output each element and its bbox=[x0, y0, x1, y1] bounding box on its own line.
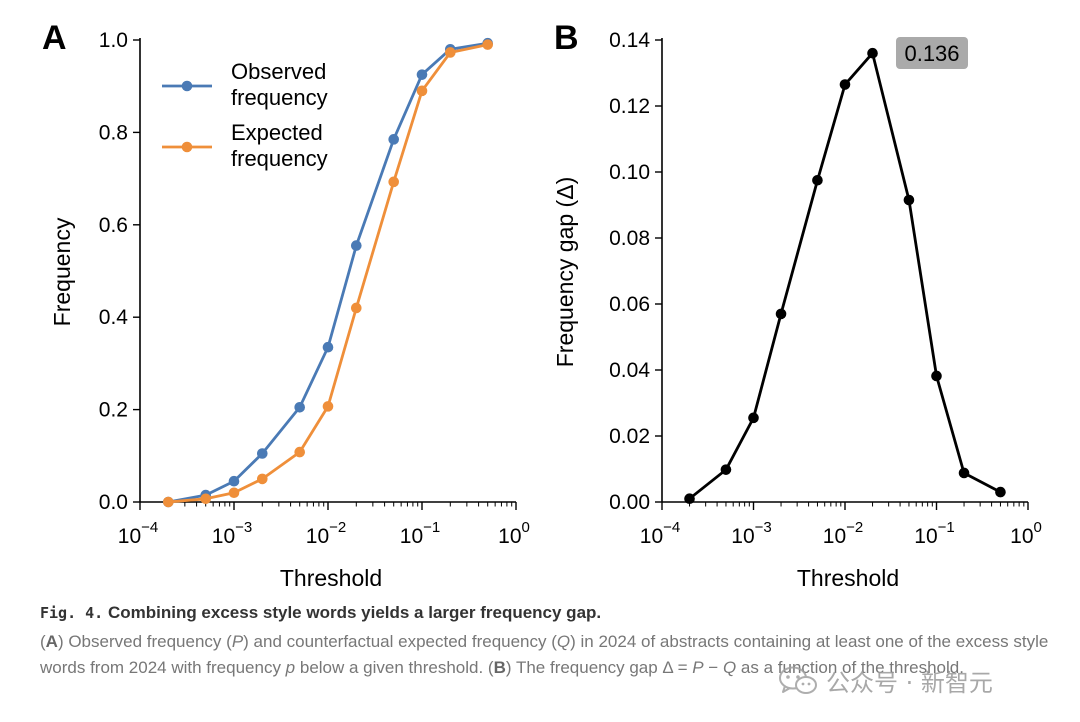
x-tick-label: 10−2 bbox=[823, 519, 863, 548]
wechat-icon bbox=[779, 666, 817, 694]
annotation-box bbox=[896, 37, 968, 69]
panel-label: A bbox=[42, 19, 67, 57]
annotation-label: 0.136 bbox=[904, 41, 959, 66]
x-tick-label: 10−4 bbox=[118, 519, 158, 548]
x-tick-label: 10−4 bbox=[640, 519, 680, 548]
x-axis-label: Threshold bbox=[797, 565, 899, 591]
x-tick-label: 10−1 bbox=[400, 519, 440, 548]
series-line-1 bbox=[688, 51, 1002, 500]
legend-label: Expected bbox=[231, 120, 323, 145]
series-line-2 bbox=[168, 43, 488, 504]
data-point bbox=[416, 69, 428, 80]
data-point bbox=[958, 467, 970, 479]
data-point bbox=[416, 85, 428, 97]
y-tick-label: 0.02 bbox=[609, 425, 650, 448]
y-tick-label: 0.10 bbox=[609, 161, 650, 184]
caption-fig-number: Fig. 4. bbox=[40, 604, 104, 622]
caption-body: (A) Observed frequency (P) and counterfa… bbox=[40, 632, 1049, 677]
data-point bbox=[684, 493, 695, 505]
data-point bbox=[720, 464, 732, 475]
y-tick-label: 0.14 bbox=[609, 29, 650, 52]
data-point bbox=[200, 493, 212, 505]
data-point bbox=[350, 302, 362, 314]
data-point bbox=[748, 412, 759, 424]
data-point bbox=[482, 39, 494, 50]
panel-label: B bbox=[554, 19, 579, 57]
data-point bbox=[256, 448, 268, 459]
y-tick-label: 0.8 bbox=[99, 121, 128, 144]
x-tick-label: 10−3 bbox=[731, 519, 771, 548]
data-point bbox=[388, 134, 400, 145]
data-point bbox=[388, 176, 400, 188]
x-tick-label: 100 bbox=[498, 519, 530, 548]
data-point bbox=[903, 194, 915, 206]
watermark-text: 公众号 · 新智元 bbox=[826, 669, 993, 697]
panel-a: 0.0 0.2 0.4 0.6 0.8 1.0 10−4 10−3 10−2 10−1 100 Thr… bbox=[42, 19, 530, 591]
y-tick-label: 0.12 bbox=[609, 95, 650, 118]
panel-b: 0.00 0.02 0.04 0.06 0.08 0.10 0.12 0.14 10−4 10−3… bbox=[552, 19, 1042, 591]
data-point bbox=[444, 47, 456, 58]
legend-label: Observed bbox=[231, 59, 326, 84]
data-point bbox=[931, 370, 942, 382]
data-point bbox=[350, 240, 362, 251]
figure-caption: Fig. 4. Combining excess style words yie… bbox=[40, 603, 1050, 681]
caption-title: Fig. 4. Combining excess style words yie… bbox=[40, 603, 1050, 623]
y-tick-label: 0.08 bbox=[609, 227, 650, 250]
figure: 0.0 0.2 0.4 0.6 0.8 1.0 10−4 10−3 10−2 10−1 100 Thr… bbox=[42, 19, 1042, 591]
data-point bbox=[812, 174, 823, 186]
y-tick-label: 1.0 bbox=[99, 29, 128, 52]
data-point bbox=[775, 308, 787, 320]
x-tick-label: 10−2 bbox=[306, 519, 346, 548]
x-tick-label: 100 bbox=[1010, 519, 1042, 548]
data-point bbox=[995, 486, 1006, 498]
data-point bbox=[867, 47, 878, 59]
y-tick-label: 0.00 bbox=[609, 491, 650, 514]
watermark: 公众号 · 新智元 bbox=[778, 663, 993, 698]
series-line-1 bbox=[168, 41, 488, 504]
x-tick-label: 10−3 bbox=[212, 519, 252, 548]
x-tick-label: 10−1 bbox=[914, 519, 954, 548]
data-point bbox=[322, 341, 334, 353]
y-axis-label: Frequency bbox=[49, 217, 75, 326]
data-point bbox=[162, 496, 174, 508]
y-tick-label: 0.06 bbox=[609, 293, 650, 316]
data-point bbox=[839, 79, 851, 90]
data-point bbox=[256, 473, 268, 485]
data-point bbox=[322, 401, 334, 412]
y-tick-label: 0.0 bbox=[99, 491, 128, 514]
x-axis-label: Threshold bbox=[280, 565, 382, 591]
y-tick-label: 0.4 bbox=[99, 306, 129, 329]
legend-label: frequency bbox=[231, 146, 328, 171]
y-tick-label: 0.04 bbox=[609, 359, 650, 382]
data-point bbox=[228, 487, 240, 499]
caption-title-text: Combining excess style words yields a la… bbox=[107, 603, 602, 622]
data-point bbox=[294, 401, 306, 413]
legend-marker bbox=[181, 80, 193, 92]
y-axis-label: Frequency gap (Δ) bbox=[552, 177, 578, 368]
y-tick-label: 0.6 bbox=[99, 214, 128, 237]
legend-marker bbox=[181, 141, 193, 153]
legend-label: frequency bbox=[231, 85, 328, 110]
data-point bbox=[228, 475, 240, 487]
y-tick-label: 0.2 bbox=[99, 399, 128, 422]
data-point bbox=[294, 446, 306, 458]
